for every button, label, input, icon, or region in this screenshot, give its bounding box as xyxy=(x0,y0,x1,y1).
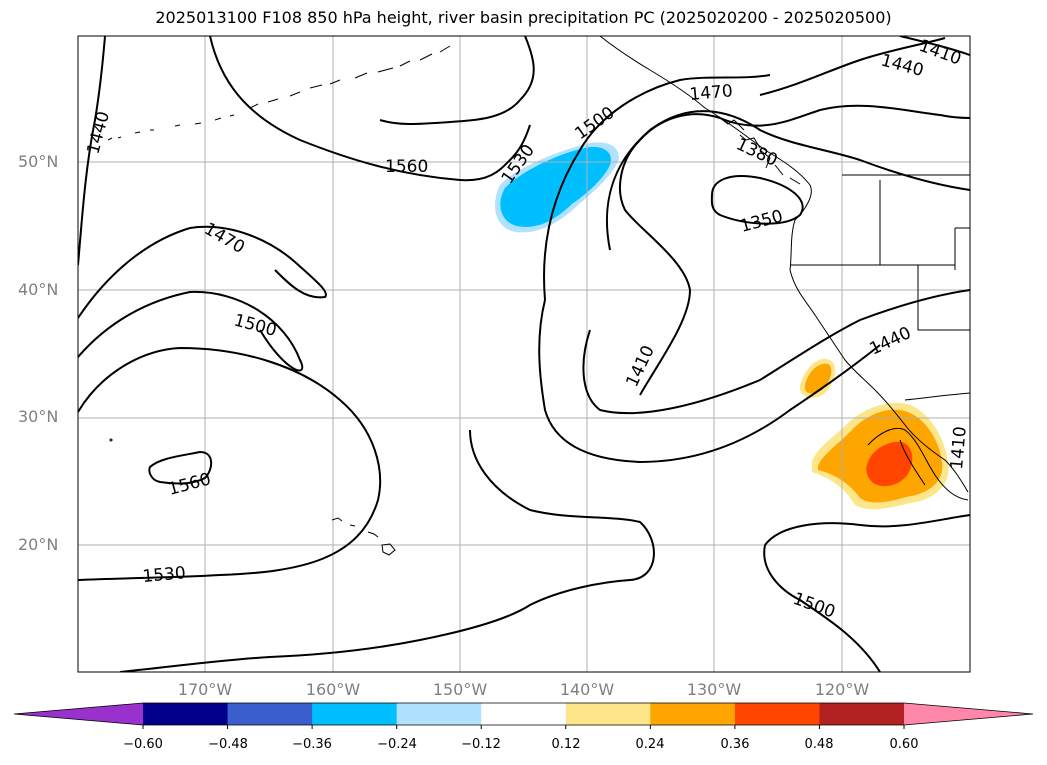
colorbar-tick-label: −0.12 xyxy=(461,737,501,752)
mexico-baja-coast xyxy=(867,427,969,501)
lon-label: 150°W xyxy=(432,680,488,699)
contour-line xyxy=(582,289,970,415)
colorbar-tick-label: −0.24 xyxy=(377,737,417,752)
contour-line xyxy=(710,174,804,225)
lon-label: 140°W xyxy=(559,680,615,699)
map-border xyxy=(77,35,971,673)
contour-line xyxy=(606,110,970,251)
contour-line xyxy=(899,36,970,56)
hawaii-islands xyxy=(331,517,396,556)
lon-label: 120°W xyxy=(814,680,870,699)
colorbar-bin xyxy=(734,703,820,725)
us-mexico-border xyxy=(904,392,970,401)
colorbar-bin xyxy=(819,703,905,725)
contour-line xyxy=(209,36,531,182)
colorbar-bin xyxy=(396,703,482,725)
colorbar-bin xyxy=(650,703,736,725)
colorbar-bin xyxy=(481,703,567,725)
contour-line xyxy=(379,36,535,125)
colorbar-tick-label: −0.36 xyxy=(292,737,332,752)
small-island xyxy=(109,438,113,442)
aleutian-islands xyxy=(107,45,451,141)
colorbar-tick-label: 0.48 xyxy=(804,737,834,752)
contour-line xyxy=(78,225,327,319)
contour-line xyxy=(78,346,382,581)
contour-label: 1470 xyxy=(689,81,734,105)
contour-label: 1560 xyxy=(385,157,428,177)
height-contours xyxy=(78,36,970,672)
colorbar-tick-label: 0.24 xyxy=(635,737,665,752)
contour-line xyxy=(639,104,970,141)
colorbar-bin xyxy=(565,703,651,725)
chart-title: 2025013100 F108 850 hPa height, river ba… xyxy=(155,8,892,27)
contour-label: 1410 xyxy=(947,426,971,471)
contour-line xyxy=(538,299,881,464)
contour-line xyxy=(619,139,692,396)
colorbar-over-arrow xyxy=(904,703,1033,725)
contour-label: 1530 xyxy=(142,563,187,587)
contour-line xyxy=(759,37,946,96)
map-area xyxy=(78,36,970,672)
lat-label: 30°N xyxy=(18,407,59,426)
lat-label: 50°N xyxy=(18,152,59,171)
alaska-coast xyxy=(599,36,969,493)
graticule xyxy=(78,36,970,672)
colorbar-tick-label: 0.36 xyxy=(720,737,750,752)
contour-line xyxy=(543,74,771,301)
colorbar-tick-label: 0.12 xyxy=(551,737,581,752)
colorbar-bin xyxy=(227,703,313,725)
contour-line xyxy=(78,36,106,266)
lon-label: 160°W xyxy=(305,680,361,699)
lon-label: 170°W xyxy=(177,680,233,699)
colorbar-tick-label: −0.48 xyxy=(208,737,248,752)
colorbar-under-arrow xyxy=(14,703,143,725)
colorbar-bin xyxy=(143,703,229,725)
positive-precip-high xyxy=(866,441,913,487)
lat-label: 40°N xyxy=(18,280,59,299)
contour-line xyxy=(78,290,304,372)
lat-label: 20°N xyxy=(18,535,59,554)
colorbar-bin xyxy=(312,703,398,725)
contour-line xyxy=(119,429,655,672)
colorbar xyxy=(13,702,1034,729)
contour-line xyxy=(148,450,213,485)
negative-precip-core xyxy=(500,146,612,227)
lon-label: 130°W xyxy=(686,680,742,699)
colorbar-tick-label: −0.60 xyxy=(123,737,163,752)
colorbar-tick-label: 0.60 xyxy=(889,737,919,752)
contour-line xyxy=(763,514,970,672)
